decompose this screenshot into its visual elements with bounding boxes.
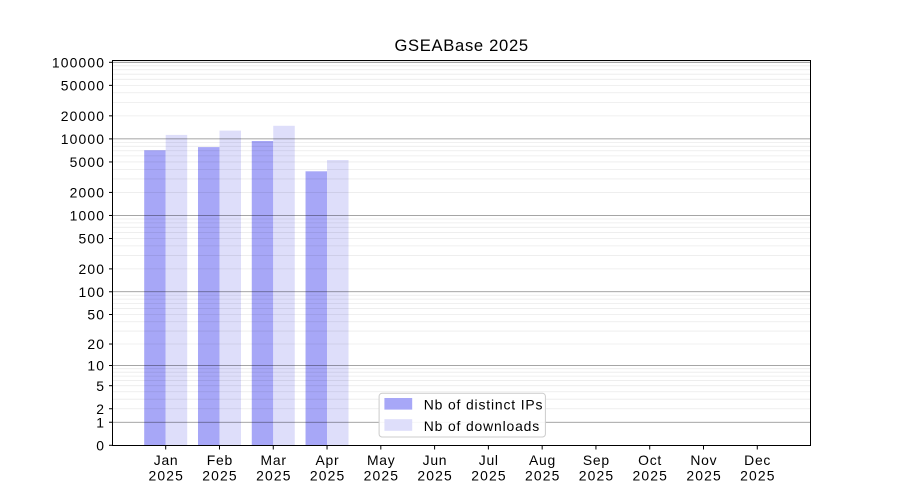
svg-text:20: 20 — [87, 336, 105, 352]
svg-text:Jul: Jul — [479, 452, 499, 468]
svg-text:1: 1 — [96, 414, 105, 430]
svg-text:2: 2 — [96, 401, 105, 417]
svg-text:Nb of downloads: Nb of downloads — [424, 418, 540, 434]
svg-text:Sep: Sep — [583, 452, 610, 468]
svg-text:50000: 50000 — [61, 78, 105, 94]
svg-text:10000: 10000 — [61, 131, 105, 147]
svg-text:5: 5 — [96, 378, 105, 394]
svg-text:GSEABase 2025: GSEABase 2025 — [394, 36, 528, 55]
svg-text:2025: 2025 — [149, 467, 185, 483]
svg-text:500: 500 — [79, 231, 106, 247]
svg-text:2025: 2025 — [471, 467, 507, 483]
svg-text:2025: 2025 — [633, 467, 669, 483]
svg-text:Jun: Jun — [423, 452, 448, 468]
svg-text:Feb: Feb — [207, 452, 233, 468]
svg-text:100: 100 — [79, 284, 106, 300]
svg-text:Aug: Aug — [529, 452, 556, 468]
svg-text:10: 10 — [87, 358, 105, 374]
svg-text:2025: 2025 — [202, 467, 238, 483]
svg-text:Jan: Jan — [154, 452, 179, 468]
svg-text:2025: 2025 — [417, 467, 453, 483]
svg-text:100000: 100000 — [52, 55, 105, 71]
svg-text:200: 200 — [79, 261, 106, 277]
svg-text:2025: 2025 — [256, 467, 292, 483]
svg-text:Nb of distinct IPs: Nb of distinct IPs — [424, 397, 544, 413]
svg-text:Mar: Mar — [261, 452, 287, 468]
svg-text:2025: 2025 — [364, 467, 400, 483]
svg-text:May: May — [367, 452, 396, 468]
svg-text:50: 50 — [87, 307, 105, 323]
svg-text:1000: 1000 — [70, 208, 106, 224]
svg-text:Oct: Oct — [638, 452, 662, 468]
svg-text:0: 0 — [96, 438, 105, 454]
svg-text:2025: 2025 — [740, 467, 776, 483]
svg-text:2025: 2025 — [525, 467, 561, 483]
svg-text:Nov: Nov — [690, 452, 717, 468]
svg-text:Dec: Dec — [744, 452, 771, 468]
svg-text:Apr: Apr — [315, 452, 339, 468]
svg-text:5000: 5000 — [70, 154, 106, 170]
svg-text:2000: 2000 — [70, 185, 106, 201]
svg-text:20000: 20000 — [61, 108, 105, 124]
svg-text:2025: 2025 — [579, 467, 615, 483]
svg-text:2025: 2025 — [686, 467, 722, 483]
svg-text:2025: 2025 — [310, 467, 346, 483]
